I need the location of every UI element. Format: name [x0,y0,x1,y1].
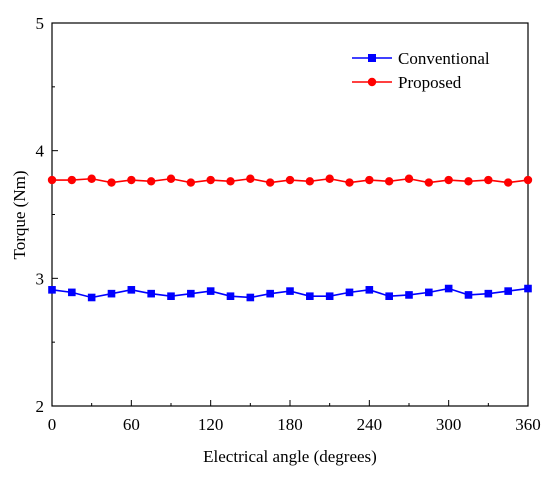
y-tick-label: 4 [36,142,45,161]
data-point-proposed [503,178,513,187]
data-point-conventional [345,288,354,297]
x-tick-label: 360 [515,415,541,434]
data-point-proposed [47,175,57,185]
data-point-conventional [325,292,334,301]
x-tick-label: 0 [48,415,57,434]
data-point-proposed [107,178,116,187]
data-point-conventional [365,286,374,294]
data-point-proposed [404,174,414,183]
data-point-conventional [405,291,413,299]
y-axis-title: Torque (Nm) [10,171,29,260]
data-point-proposed [285,175,295,185]
legend-marker-circle [367,77,377,87]
x-axis-title: Electrical angle (degrees) [203,447,377,466]
data-point-proposed [365,175,374,185]
data-point-conventional [444,284,453,293]
x-tick-label: 60 [123,415,140,434]
data-point-proposed [87,174,96,183]
data-point-conventional [48,286,56,294]
y-tick-label: 3 [36,269,45,288]
data-point-conventional [504,287,512,295]
data-point-proposed [384,177,394,186]
data-point-proposed [305,177,315,186]
data-point-conventional [226,292,235,301]
data-point-conventional [484,289,493,298]
y-tick-label: 2 [36,397,45,416]
data-point-proposed [325,174,334,183]
data-point-proposed [226,177,235,186]
data-point-proposed [523,175,533,185]
data-point-proposed [265,178,275,187]
data-point-conventional [385,292,393,301]
data-point-proposed [484,175,493,185]
data-point-conventional [286,287,294,295]
axis-ticks: 0 60 120 180 240 300 360 2 3 4 5 [36,14,541,434]
data-point-proposed [424,178,434,187]
data-point-conventional [107,289,116,298]
data-point-proposed [186,178,196,187]
legend-label-proposed: Proposed [398,73,462,92]
legend-marker-square [368,54,376,62]
legend: Conventional Proposed [352,49,490,92]
x-tick-label: 300 [436,415,462,434]
data-point-conventional [127,286,136,294]
series-layer [47,174,533,302]
data-point-conventional [266,289,274,298]
data-point-proposed [246,174,255,183]
data-point-conventional [524,284,532,293]
data-point-conventional [187,289,195,298]
data-point-proposed [345,178,354,187]
x-tick-label: 240 [357,415,383,434]
data-point-proposed [127,175,136,185]
x-tick-label: 180 [277,415,303,434]
x-tick-label: 120 [198,415,224,434]
legend-label-conventional: Conventional [398,49,490,68]
data-point-proposed [444,175,453,185]
data-point-conventional [87,293,96,302]
data-point-conventional [425,288,433,297]
data-point-proposed [206,175,215,185]
data-point-conventional [206,287,215,295]
data-point-proposed [146,177,156,186]
data-point-conventional [246,293,255,302]
data-point-conventional [306,292,314,301]
data-point-proposed [464,177,473,186]
data-point-proposed [67,175,77,185]
data-point-conventional [464,291,473,299]
y-tick-label: 5 [36,14,45,33]
data-point-conventional [68,288,76,297]
data-point-conventional [167,292,175,301]
data-point-conventional [147,289,155,298]
data-point-proposed [166,174,176,183]
